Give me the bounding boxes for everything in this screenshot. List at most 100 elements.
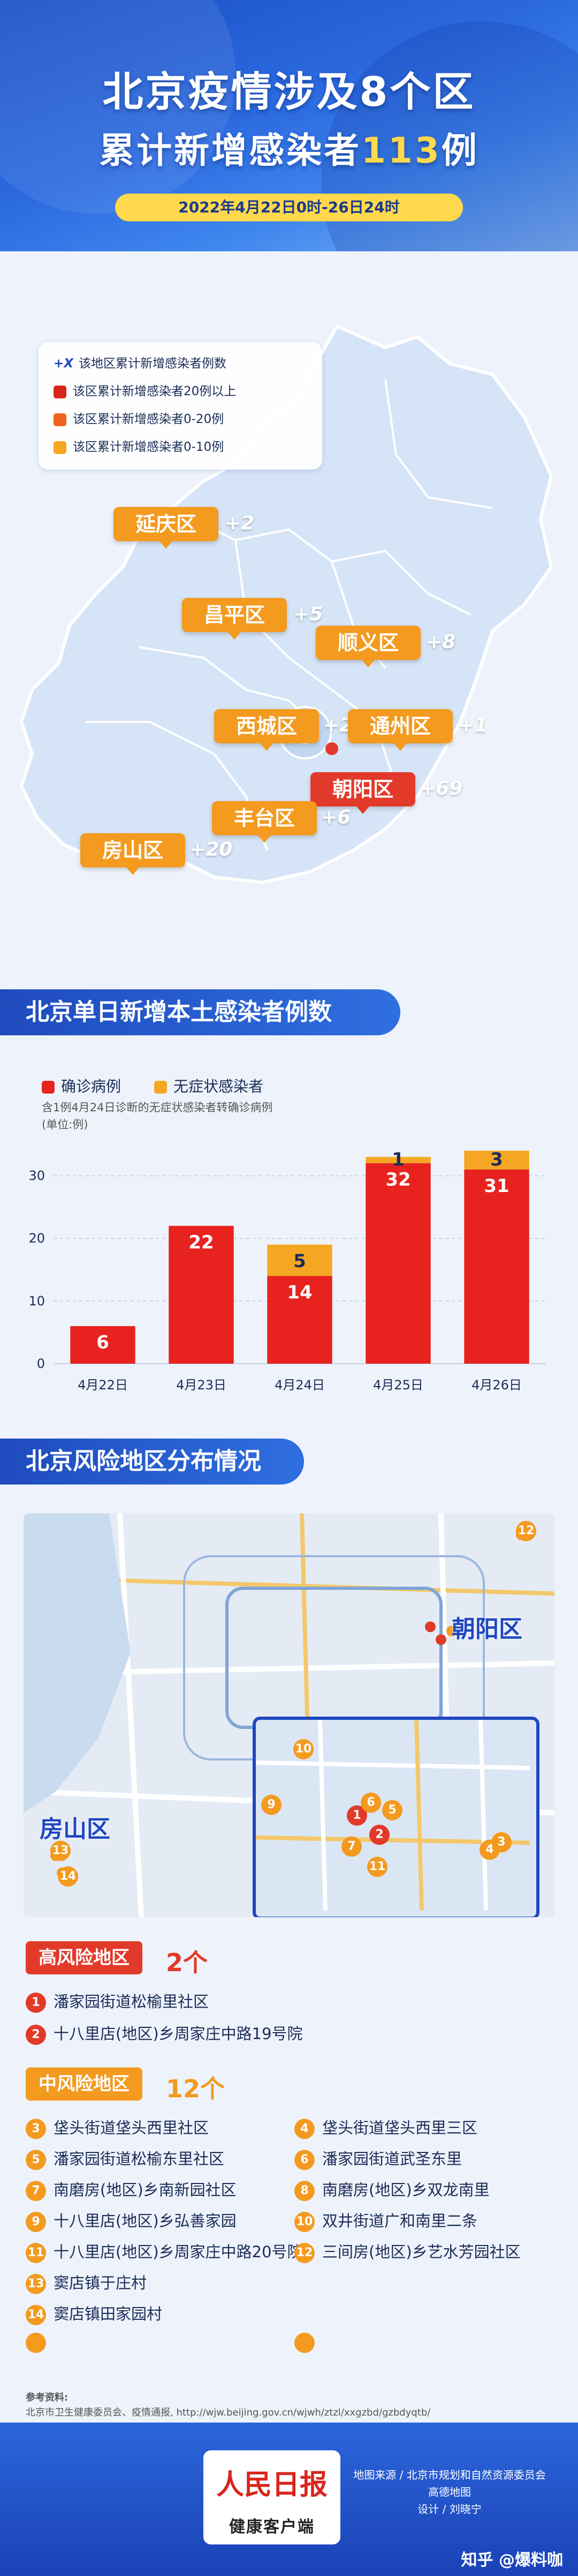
section-title-risk: 北京风险地区分布情况 — [0, 1439, 304, 1485]
item-number: 1 — [26, 1993, 46, 2013]
item-number: 6 — [294, 2150, 315, 2170]
x-tick-label: 4月26日 — [471, 1378, 522, 1393]
watermark: 知乎 @爆料咖 — [461, 2551, 563, 2570]
mid-risk-count: 12个 — [166, 2074, 225, 2103]
item-number: 4 — [294, 2119, 315, 2139]
data-label: 1 — [392, 1149, 405, 1170]
high-risk-label: 高风险地区 — [26, 1941, 142, 1974]
item-number: 8 — [294, 2181, 315, 2201]
map-label-fangshan: 房山区 — [40, 1816, 110, 1843]
district-count-shunyi: +8 — [426, 631, 456, 653]
mid-risk-item: 14 窦店镇田家园村 — [26, 2302, 162, 2325]
item-number: 7 — [26, 2181, 46, 2201]
district-tag-tongzhou: 通州区 — [348, 709, 453, 751]
header-banner: 北京疫情涉及8个区 累计新增感染者113例 2022年4月22日0时-26日24… — [0, 0, 578, 251]
item-text: 潘家园街道武圣东里 — [322, 2150, 462, 2168]
high-risk-item: 2 十八里店(地区)乡周家庄中路19号院 — [26, 2021, 303, 2045]
mid-risk-item: 10 双井街道广和南里二条 — [294, 2209, 477, 2232]
mid-risk-item: 4 垡头街道垡头西里三区 — [294, 2116, 477, 2139]
data-label: 5 — [293, 1250, 306, 1272]
item-number: 13 — [26, 2274, 46, 2294]
mid-risk-item: 9 十八里店(地区)乡弘善家园 — [26, 2209, 237, 2232]
legend-title: 该地区累计新增感染者例数 — [79, 357, 227, 371]
x-tick-label: 4月23日 — [176, 1378, 226, 1393]
district-tag-yanqing: 延庆区 — [113, 507, 218, 549]
mid-risk-item: 5 潘家园街道松榆东里社区 — [26, 2147, 224, 2170]
legend-swatch-asymptomatic — [154, 1081, 167, 1094]
legend-item-high: 该区累计新增感染者20例以上 — [54, 381, 236, 399]
bar-confirmed — [464, 1169, 529, 1364]
footer: 人民日报 健康客户端 地图来源 / 北京市规划和自然资源委员会 高德地图 设计 … — [0, 2423, 578, 2576]
district-name: 丰台区 — [233, 806, 295, 830]
chart-note-text: 含1例4月24日诊断的无症状感染者转确诊病例 — [42, 1101, 273, 1114]
data-label: 14 — [287, 1282, 312, 1303]
inset-pin-10: 10 — [293, 1739, 314, 1759]
mid-risk-item — [26, 2333, 54, 2353]
legend-item-mid: 该区累计新增感染者0-20例 — [54, 409, 224, 427]
item-text: 南磨房(地区)乡双龙南里 — [322, 2181, 490, 2199]
item-text: 三间房(地区)乡艺水芳园社区 — [322, 2243, 521, 2261]
subtitle-suffix: 例 — [441, 130, 479, 171]
district-name: 朝阳区 — [332, 778, 393, 801]
map-pin-13: 13 — [50, 1841, 71, 1861]
item-number — [294, 2333, 315, 2353]
legend-label-high: 该区累计新增感染者20例以上 — [73, 385, 237, 398]
brand-logo: 人民日报 健康客户端 — [203, 2450, 340, 2544]
district-name: 西城区 — [235, 714, 297, 738]
data-label: 6 — [96, 1332, 109, 1354]
district-name: 顺义区 — [337, 631, 399, 655]
item-number — [26, 2333, 46, 2353]
item-text: 垡头街道垡头西里三区 — [322, 2119, 478, 2137]
district-count-tongzhou: +1 — [458, 714, 488, 736]
item-number: 5 — [26, 2150, 46, 2170]
district-name: 昌平区 — [203, 603, 265, 627]
mid-risk-item — [294, 2333, 322, 2353]
item-text: 十八里店(地区)乡周家庄中路20号院 — [54, 2243, 303, 2261]
y-tick-label: 20 — [28, 1231, 45, 1246]
references: 参考资料: 北京市卫生健康委员会、疫情通报, http://wjw.beijin… — [26, 2390, 430, 2420]
item-number: 2 — [26, 2025, 46, 2045]
x-tick-label: 4月24日 — [275, 1378, 325, 1393]
data-label: 31 — [484, 1175, 509, 1197]
chart-legend-asymptomatic: 无症状感染者 — [154, 1075, 263, 1096]
district-tag-xicheng: 西城区 — [214, 709, 319, 751]
map-inset-chaoyang: 10 9 1 6 5 2 7 11 3 4 — [253, 1717, 539, 1917]
district-tag-changping: 昌平区 — [182, 598, 287, 640]
map-pin-12: 12 — [516, 1521, 536, 1541]
item-text: 南磨房(地区)乡南新园社区 — [54, 2181, 237, 2199]
district-count-changping: +5 — [293, 603, 323, 625]
legend-swatch-confirmed — [42, 1081, 55, 1094]
district-name: 通州区 — [369, 714, 431, 738]
item-number: 14 — [26, 2305, 46, 2325]
mid-risk-item: 6 潘家园街道武圣东里 — [294, 2147, 462, 2170]
subtitle-prefix: 累计新增感染者 — [99, 130, 362, 171]
mid-risk-item: 11 十八里店(地区)乡周家庄中路20号院 — [26, 2240, 303, 2263]
y-tick-label: 30 — [28, 1168, 45, 1183]
data-label: 22 — [188, 1232, 214, 1253]
map-legend: +X 该地区累计新增感染者例数 该区累计新增感染者20例以上 该区累计新增感染者0… — [39, 342, 322, 470]
page-title: 北京疫情涉及8个区 — [102, 68, 476, 116]
mid-risk-label: 中风险地区 — [26, 2067, 142, 2101]
district-name: 延庆区 — [135, 512, 196, 536]
map-label-chaoyang: 朝阳区 — [452, 1616, 522, 1643]
high-risk-item: 1 潘家园街道松榆里社区 — [26, 1989, 209, 2013]
legend-swatch-high — [54, 385, 66, 398]
district-count-chaoyang: +69 — [420, 778, 463, 799]
legend-header: +X 该地区累计新增感染者例数 — [54, 353, 226, 371]
district-tag-chaoyang: 朝阳区 — [310, 772, 415, 814]
inset-pin-6: 6 — [361, 1793, 381, 1813]
item-text: 窦店镇于庄村 — [54, 2274, 147, 2292]
legend-label-low: 该区累计新增感染者0-10例 — [73, 440, 224, 454]
item-text: 双井街道广和南里二条 — [322, 2212, 478, 2230]
item-number: 10 — [294, 2212, 315, 2232]
district-tag-fangshan: 房山区 — [80, 833, 185, 875]
bar-confirmed — [169, 1226, 234, 1364]
chart-legend-confirmed: 确诊病例 — [42, 1075, 121, 1096]
x-tick-label: 4月22日 — [78, 1378, 128, 1393]
inset-pin-9: 9 — [261, 1795, 282, 1815]
mid-risk-item: 8 南磨房(地区)乡双龙南里 — [294, 2178, 490, 2201]
bar-asymptomatic — [464, 1150, 529, 1170]
item-number: 12 — [294, 2243, 315, 2263]
bar-confirmed — [70, 1326, 135, 1364]
district-count-yanqing: +2 — [225, 512, 255, 534]
